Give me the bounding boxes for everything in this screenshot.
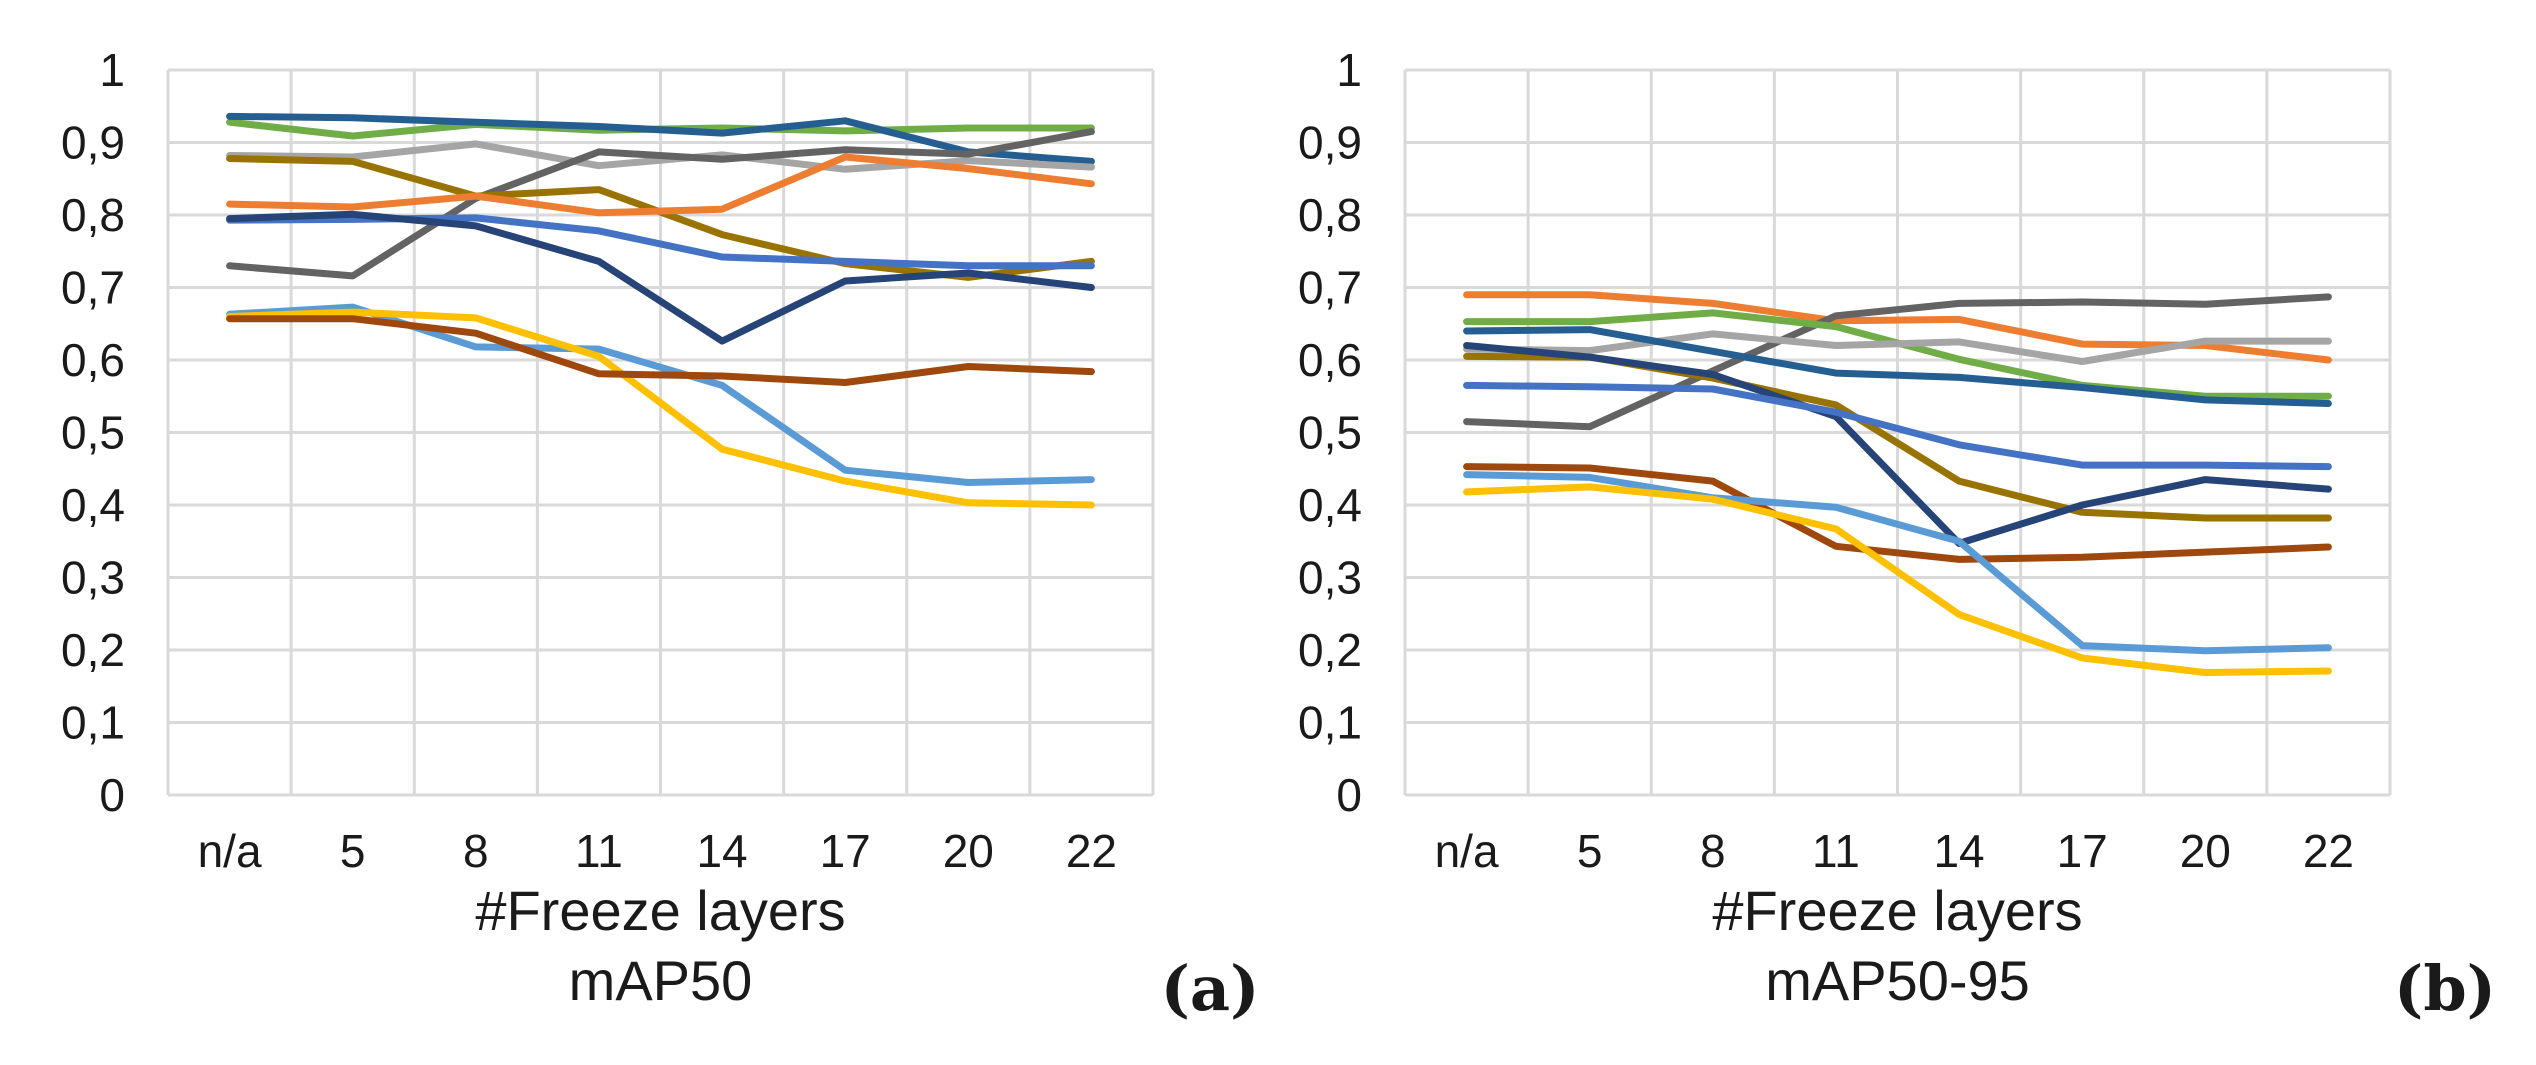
series-line-light-blue — [1463, 471, 2332, 655]
y-tick-label: 0,8 — [1298, 189, 1362, 241]
series-line-light-gray — [1463, 330, 2332, 365]
panel-label: (a) — [1161, 952, 1260, 1025]
series-line-yellow — [1463, 483, 2332, 676]
y-tick-label: 0,1 — [61, 697, 125, 749]
x-tick-label: 22 — [1066, 825, 1117, 877]
series-lines — [1463, 291, 2332, 676]
y-tick-label: 1 — [1336, 44, 1362, 96]
y-tick-label: 0,3 — [1298, 552, 1362, 604]
x-tick-label: 20 — [943, 825, 994, 877]
x-tick-label: 8 — [463, 825, 489, 877]
y-tick-label: 0,3 — [61, 552, 125, 604]
chart-panel-map50: 0 0,1 0,2 0,3 0,4 0,5 0,6 0,7 0,8 0,9 1 n/a 5 8 11 14 17… — [61, 44, 1259, 1025]
gridlines — [166, 68, 1155, 797]
y-tick-label: 1 — [99, 44, 125, 96]
x-tick-label: 5 — [340, 825, 366, 877]
x-tick-label: 14 — [696, 825, 747, 877]
y-tick-label: 0,6 — [1298, 334, 1362, 386]
x-tick-label: n/a — [198, 825, 262, 877]
y-tick-label: 0,2 — [1298, 624, 1362, 676]
y-tick-label: 0,6 — [61, 334, 125, 386]
x-tick-label: 14 — [1933, 825, 1984, 877]
y-tick-label: 0,8 — [61, 189, 125, 241]
x-tick-label: n/a — [1435, 825, 1499, 877]
y-tick-label: 0,1 — [1298, 697, 1362, 749]
series-line-navy — [1463, 342, 2332, 547]
series-lines — [226, 112, 1095, 509]
series-line-dark-gray — [1463, 293, 2332, 431]
gridlines — [1403, 68, 2392, 797]
x-tick-label: 20 — [2180, 825, 2231, 877]
x-tick-label: 5 — [1577, 825, 1603, 877]
y-tick-label: 0,5 — [1298, 407, 1362, 459]
y-tick-label: 0,2 — [61, 624, 125, 676]
y-tick-label: 0,7 — [1298, 262, 1362, 314]
series-line-steel-blue — [226, 112, 1095, 165]
series-line-yellow — [226, 308, 1095, 509]
series-line-blue — [1463, 381, 2332, 471]
series-line-dark-gray — [226, 128, 1095, 280]
x-axis-title: #Freeze layers — [1712, 879, 2082, 942]
x-tick-label: 22 — [2303, 825, 2354, 877]
series-line-orange — [226, 153, 1095, 217]
y-tick-label: 0,9 — [61, 117, 125, 169]
chart-title: mAP50-95 — [1765, 949, 2030, 1012]
x-tick-label: 11 — [575, 825, 623, 877]
x-axis-title: #Freeze layers — [475, 879, 845, 942]
y-tick-label: 0,9 — [1298, 117, 1362, 169]
series-line-brown — [1463, 463, 2332, 563]
y-tick-label: 0,5 — [61, 407, 125, 459]
x-tick-label: 17 — [820, 825, 871, 877]
y-tick-label: 0,4 — [1298, 479, 1362, 531]
series-line-steel-blue — [1463, 326, 2332, 407]
x-tick-label: 17 — [2057, 825, 2108, 877]
y-tick-label: 0,7 — [61, 262, 125, 314]
chart-panel-map50-95: 0 0,1 0,2 0,3 0,4 0,5 0,6 0,7 0,8 0,9 1 n/a 5 8 11 14 17… — [1298, 44, 2496, 1025]
series-line-light-gray — [226, 140, 1095, 173]
x-tick-label: 8 — [1700, 825, 1726, 877]
y-tick-label: 0,4 — [61, 479, 125, 531]
y-tick-label: 0 — [1336, 769, 1362, 821]
series-line-navy — [226, 210, 1095, 345]
y-tick-label: 0 — [99, 769, 125, 821]
chart-title: mAP50 — [569, 949, 753, 1012]
series-line-brown — [226, 315, 1095, 386]
panel-label: (b) — [2394, 952, 2496, 1025]
x-tick-label: 11 — [1812, 825, 1860, 877]
